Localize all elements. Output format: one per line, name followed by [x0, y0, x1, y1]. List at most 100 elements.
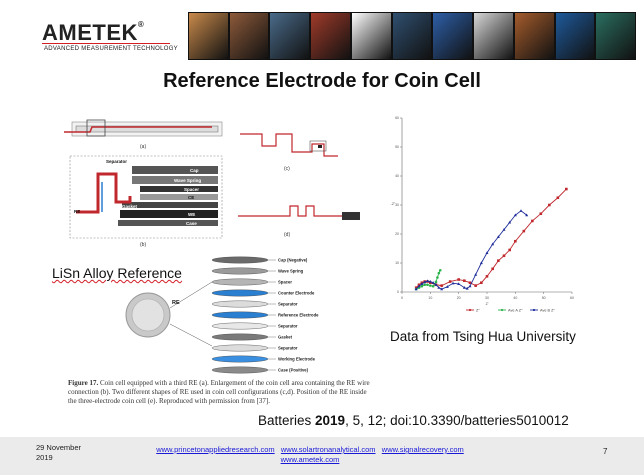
banner-photo-tile [433, 13, 473, 59]
panel-e: RE Cap (Negative) Wave Spring Spacer Counte… [125, 256, 319, 374]
data-point [440, 287, 444, 291]
data-point [428, 279, 432, 283]
legend-marker [468, 308, 472, 312]
header-image-banner [188, 12, 636, 60]
lisn-alloy-label: LiSn Alloy Reference [52, 265, 182, 281]
data-point [522, 229, 526, 233]
stack-layer [211, 355, 269, 363]
y-tick-label: 30 [395, 203, 399, 207]
data-point [457, 282, 461, 285]
data-point [480, 281, 483, 285]
citation: Batteries 2019, 5, 12; doi:10.3390/batte… [258, 413, 569, 428]
data-point [474, 273, 478, 276]
banner-photo-tile [189, 13, 228, 59]
panel-a: (a) [64, 119, 223, 150]
label-re-small: RE [172, 300, 180, 306]
legend-label: Z'' [476, 308, 480, 312]
banner-photo-tile [596, 13, 636, 59]
banner-photo-tile [229, 13, 269, 59]
x-tick-label: 10 [428, 296, 432, 300]
banner-photo-tile [392, 13, 432, 59]
slide-title: Reference Electrode for Coin Cell [163, 70, 481, 92]
stack-layer [211, 278, 269, 286]
footer-date: 29 November 2019 [36, 443, 96, 463]
stack-layer [211, 344, 269, 352]
data-point [548, 203, 551, 207]
data-point [426, 279, 429, 283]
data-point [531, 219, 534, 223]
x-axis-label: Z' [486, 302, 489, 306]
link-solartron[interactable]: www.solartronanalytical.com [280, 445, 376, 454]
data-point [485, 275, 489, 278]
label-cap: Cap [190, 168, 199, 173]
stack-layer-label: Counter Electrode [278, 291, 315, 296]
data-point [468, 284, 472, 288]
data-point [502, 254, 506, 258]
legend-label: Ave B Z'' [540, 308, 555, 312]
data-point [448, 280, 452, 283]
data-point [525, 213, 529, 217]
data-point [485, 251, 489, 254]
logo-underline [42, 43, 170, 44]
data-point [429, 284, 432, 287]
data-point [508, 220, 512, 224]
stack-layer-label: Reference Electrode [278, 313, 319, 318]
panel-a-label: (a) [140, 144, 146, 150]
caption-text: Coin cell equipped with a third RE (a). … [68, 379, 370, 405]
data-point [508, 248, 511, 252]
x-tick-label: 0 [401, 296, 403, 300]
stack-layer [211, 322, 269, 330]
banner-photo-tile [514, 13, 554, 59]
data-point [556, 196, 560, 200]
data-point [445, 285, 449, 288]
panel-b-label: (b) [140, 242, 146, 248]
data-point [437, 286, 441, 289]
banner-photo-tile [555, 13, 595, 59]
data-point [565, 187, 568, 191]
link-signalrecovery[interactable]: www.signalrecovery.com [381, 445, 464, 454]
x-tick-label: 50 [542, 296, 546, 300]
label-separator: Separator [106, 159, 127, 164]
stack-layer-label: Cap (Negative) [278, 258, 308, 263]
y-axis-label: -Z'' [391, 202, 396, 206]
stack-layer-label: Working Electrode [278, 357, 316, 362]
x-tick-label: 60 [570, 296, 574, 300]
data-source-text: Data from Tsing Hua University [390, 329, 576, 344]
banner-photo-tile [474, 13, 513, 59]
label-ce: CE [188, 195, 194, 200]
data-point [431, 281, 435, 284]
citation-details: , 5, 12; doi:10.3390/batteries5010012 [345, 413, 569, 428]
stack-layer [211, 289, 269, 297]
data-point [423, 280, 427, 284]
stack-layer-label: Spacer [278, 280, 292, 285]
stack-layer-label: Separator [278, 302, 298, 307]
legend-marker [532, 308, 536, 312]
data-point [417, 284, 421, 288]
data-point [474, 284, 477, 287]
data-point [434, 283, 438, 286]
label-re: RE [74, 209, 80, 214]
data-point [426, 283, 429, 287]
figure-caption: Figure 17. Coin cell equipped with a thi… [68, 379, 373, 406]
data-point [491, 267, 494, 271]
stack-layer [211, 333, 269, 341]
date-line-2: 2019 [36, 453, 53, 462]
link-princeton[interactable]: www.princetonappliedresearch.com [156, 445, 275, 454]
footer-links: www.princetonappliedresearch.com www.sol… [130, 445, 490, 465]
banner-photo-tile [311, 13, 350, 59]
data-point [468, 281, 472, 285]
logo-tagline: ADVANCED MEASUREMENT TECHNOLOGY [44, 46, 178, 52]
label-we: WE [188, 212, 195, 217]
stack-layer [211, 311, 269, 319]
legend-label: Ave A Z'' [508, 308, 523, 312]
x-tick-label: 20 [457, 296, 461, 300]
link-ametek[interactable]: www.ametek.com [280, 455, 340, 464]
data-point [431, 284, 435, 288]
legend-marker [500, 308, 504, 312]
date-line-1: 29 November [36, 443, 82, 452]
data-point [463, 279, 466, 282]
banner-photo-tile [270, 13, 310, 59]
data-point [514, 239, 517, 243]
data-point [429, 281, 432, 285]
